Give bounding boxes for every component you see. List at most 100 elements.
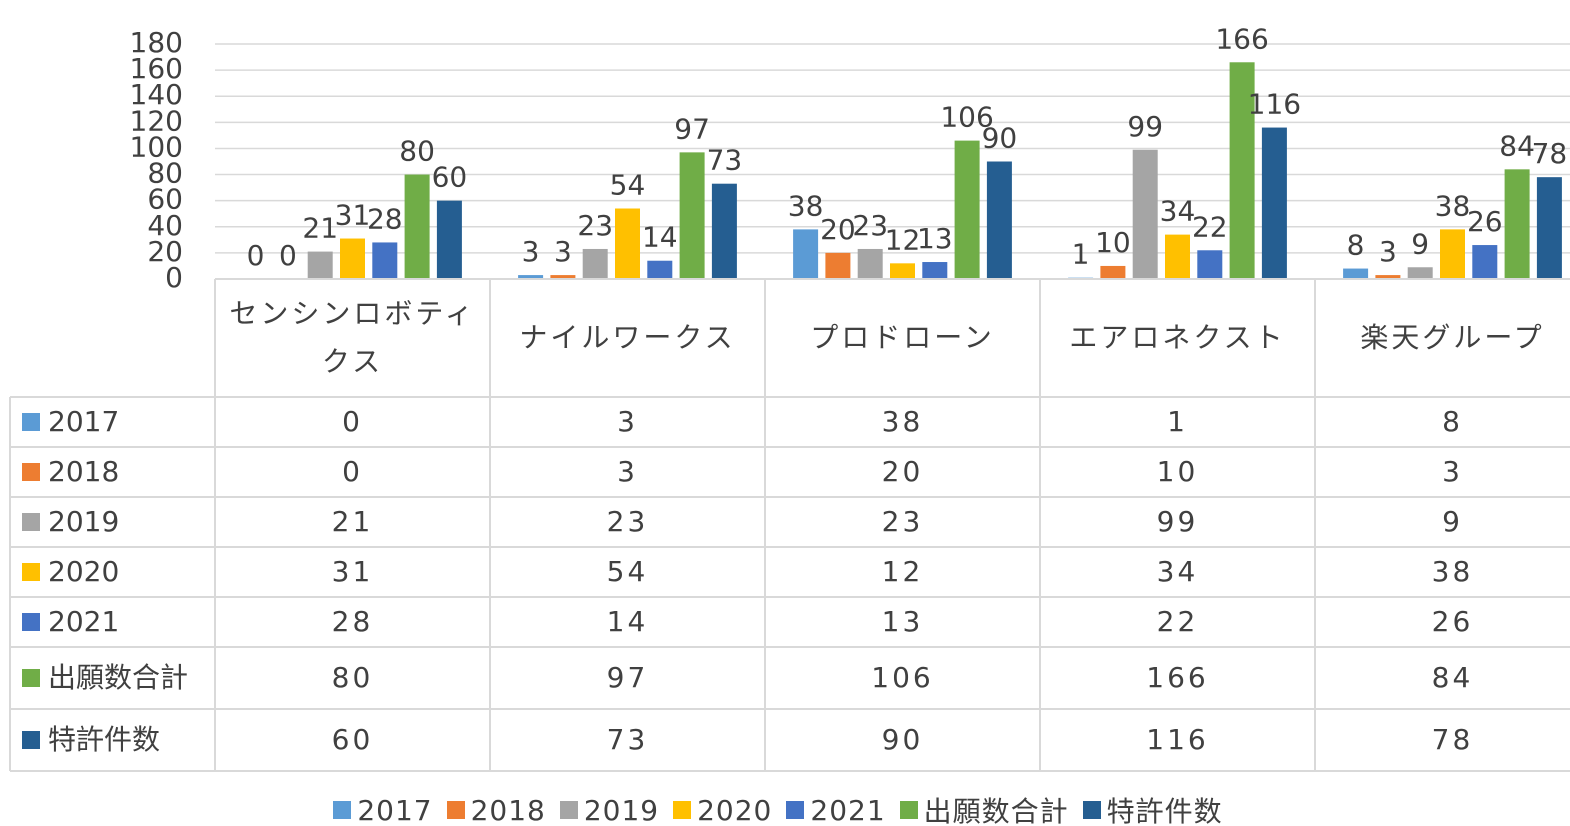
legend-item: 2017 xyxy=(333,794,432,826)
table-value: 0 xyxy=(342,455,363,488)
table-value: 1 xyxy=(1167,405,1188,438)
data-label: 26 xyxy=(1467,205,1503,238)
bar xyxy=(307,251,333,279)
table-value: 38 xyxy=(1431,555,1474,588)
table-value: 54 xyxy=(606,555,649,588)
row-label: 2019 xyxy=(48,505,120,538)
data-label: 14 xyxy=(642,221,678,254)
table-value: 106 xyxy=(871,661,934,694)
bar xyxy=(372,242,398,279)
data-label: 8 xyxy=(1347,229,1365,262)
table-value: 26 xyxy=(1431,605,1474,638)
legend-item: 2020 xyxy=(673,794,772,826)
data-label: 54 xyxy=(610,169,646,202)
y-tick-label: 100 xyxy=(130,130,183,163)
legend-label: 出願数合計 xyxy=(923,795,1069,826)
bar xyxy=(436,200,462,279)
y-tick-label: 60 xyxy=(147,183,183,216)
bar xyxy=(615,208,640,279)
table-value: 28 xyxy=(331,605,374,638)
legend-swatch xyxy=(22,731,40,749)
row-header: 特許件数 xyxy=(10,709,215,771)
data-label: 0 xyxy=(247,239,265,272)
legend-item: 2021 xyxy=(786,794,885,826)
legend-item: 特許件数 xyxy=(1082,790,1223,826)
data-label: 9 xyxy=(1411,227,1429,260)
table-value: 0 xyxy=(342,405,363,438)
data-label: 38 xyxy=(788,189,824,222)
data-label: 23 xyxy=(852,209,888,242)
legend-label: 特許件数 xyxy=(1106,795,1223,826)
data-label: 73 xyxy=(707,144,743,177)
row-label: 2020 xyxy=(48,555,120,588)
bar xyxy=(825,252,851,279)
row-header: 2020 xyxy=(10,547,215,597)
bar xyxy=(1440,229,1465,279)
table-value: 9 xyxy=(1442,505,1463,538)
legend-swatch xyxy=(22,563,40,581)
legend-swatch xyxy=(446,801,465,819)
row-header: 2017 xyxy=(10,397,215,447)
table-value: 60 xyxy=(331,723,374,756)
legend: 2017 2018 2019 2020 2021 出願数合計 特許件数 xyxy=(0,790,1570,826)
data-label: 90 xyxy=(982,122,1018,155)
legend-item: 出願数合計 xyxy=(899,790,1069,826)
table-value: 73 xyxy=(606,723,649,756)
bar xyxy=(793,229,819,279)
table-value: 12 xyxy=(881,555,924,588)
row-header: 2018 xyxy=(10,447,215,497)
row-label: 特許件数 xyxy=(48,723,161,756)
y-tick-label: 20 xyxy=(147,235,183,268)
table-value: 78 xyxy=(1431,723,1474,756)
data-label: 13 xyxy=(917,222,953,255)
legend-swatch xyxy=(559,801,578,819)
y-tick-label: 0 xyxy=(165,261,183,294)
table-value: 8 xyxy=(1442,405,1463,438)
y-tick-label: 80 xyxy=(147,157,183,190)
table-value: 99 xyxy=(1156,505,1199,538)
data-label: 21 xyxy=(302,212,338,245)
table-value: 20 xyxy=(881,455,924,488)
data-label: 80 xyxy=(399,135,435,168)
data-label: 3 xyxy=(554,235,572,268)
table-value: 80 xyxy=(331,661,374,694)
legend-swatch xyxy=(333,801,352,819)
data-label: 10 xyxy=(1095,226,1131,259)
data-label: 97 xyxy=(674,112,710,145)
legend-label: 2019 xyxy=(583,793,660,826)
table-value: 84 xyxy=(1431,661,1474,694)
bar xyxy=(1375,275,1401,279)
bar xyxy=(1132,149,1158,279)
category-header: センシンロボティクス xyxy=(229,297,476,378)
data-label: 34 xyxy=(1160,195,1196,228)
data-label: 22 xyxy=(1192,210,1228,243)
category-header: 楽天グループ xyxy=(1360,321,1545,354)
bar xyxy=(922,262,948,279)
table-value: 22 xyxy=(1156,605,1199,638)
y-tick-label: 180 xyxy=(130,26,183,59)
bar xyxy=(1197,250,1223,279)
bar xyxy=(518,275,544,279)
data-label: 20 xyxy=(820,213,856,246)
bar xyxy=(1229,62,1255,280)
bar xyxy=(954,140,980,279)
bar xyxy=(404,174,430,279)
data-label: 3 xyxy=(1379,235,1397,268)
bar xyxy=(1100,265,1126,279)
row-label: 2018 xyxy=(48,455,120,488)
bar xyxy=(1536,177,1562,279)
data-label: 23 xyxy=(577,209,613,242)
bar xyxy=(857,248,883,279)
bar xyxy=(1343,268,1369,279)
table-value: 10 xyxy=(1156,455,1199,488)
row-header: 2019 xyxy=(10,497,215,547)
data-label: 28 xyxy=(367,202,403,235)
data-label: 1 xyxy=(1072,238,1090,271)
category-header: プロドローン xyxy=(810,321,995,354)
legend-label: 2021 xyxy=(810,793,886,826)
data-label: 84 xyxy=(1499,129,1535,162)
bar xyxy=(1504,169,1530,279)
bar xyxy=(550,275,576,279)
